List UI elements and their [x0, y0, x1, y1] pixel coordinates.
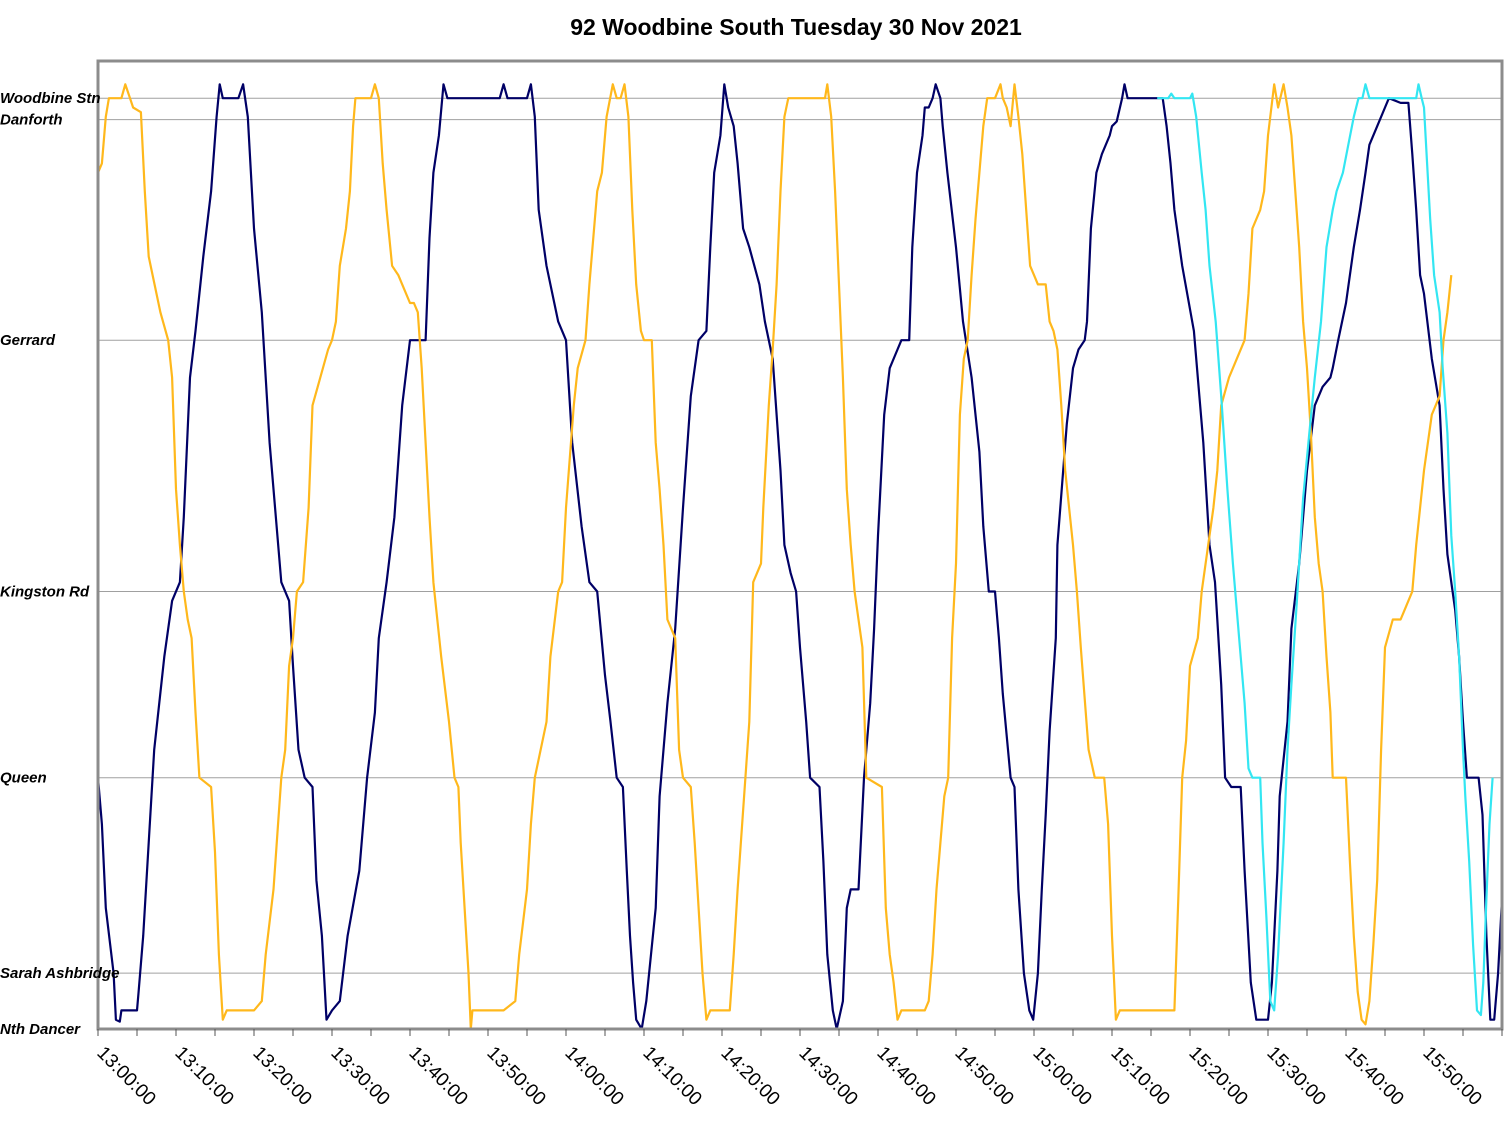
series-line-0: [96, 83, 1504, 1031]
series-line-1: [96, 83, 1453, 1031]
x-tick-label-10: 14:40:00: [872, 1043, 939, 1110]
x-tick-label-17: 15:50:00: [1418, 1043, 1485, 1110]
y-label-sarah-ashbridge: Sarah Ashbridge: [0, 965, 119, 982]
x-axis: 13:00:00 13:10:00 13:20:00 13:30:00 13:40:00…: [92, 1029, 1503, 1110]
y-axis-labels: Woodbine Stn Danforth Gerrard Kingston Rd Qu…: [0, 90, 119, 1038]
y-label-nth-dancer: Nth Dancer: [0, 1021, 81, 1038]
plot-area-frame: [96, 59, 1504, 1031]
x-tick-label-16: 15:40:00: [1340, 1043, 1407, 1110]
y-label-woodbine-stn: Woodbine Stn: [0, 90, 101, 107]
y-label-kingston-rd: Kingston Rd: [0, 584, 90, 601]
x-tick-label-6: 14:00:00: [560, 1043, 627, 1110]
series-layer: [96, 83, 1504, 1031]
series-line-2: [1157, 83, 1494, 1017]
x-tick-label-14: 15:20:00: [1184, 1043, 1251, 1110]
x-tick-label-12: 15:00:00: [1028, 1043, 1095, 1110]
x-tick-label-13: 15:10:00: [1106, 1043, 1173, 1110]
gridlines: [98, 97, 1502, 974]
y-label-queen: Queen: [0, 770, 47, 787]
x-tick-label-3: 13:30:00: [326, 1043, 393, 1110]
x-tick-label-5: 13:50:00: [482, 1043, 549, 1110]
y-label-gerrard: Gerrard: [0, 332, 56, 349]
x-tick-label-2: 13:20:00: [248, 1043, 315, 1110]
x-tick-label-7: 14:10:00: [638, 1043, 705, 1110]
x-tick-label-8: 14:20:00: [716, 1043, 783, 1110]
chart-title: 92 Woodbine South Tuesday 30 Nov 2021: [570, 14, 1022, 40]
x-tick-label-9: 14:30:00: [794, 1043, 861, 1110]
x-tick-label-0: 13:00:00: [92, 1043, 159, 1110]
x-tick-label-11: 14:50:00: [950, 1043, 1017, 1110]
x-tick-label-1: 13:10:00: [170, 1043, 237, 1110]
y-label-danforth: Danforth: [0, 112, 63, 129]
x-tick-label-15: 15:30:00: [1262, 1043, 1329, 1110]
x-tick-label-4: 13:40:00: [404, 1043, 471, 1110]
